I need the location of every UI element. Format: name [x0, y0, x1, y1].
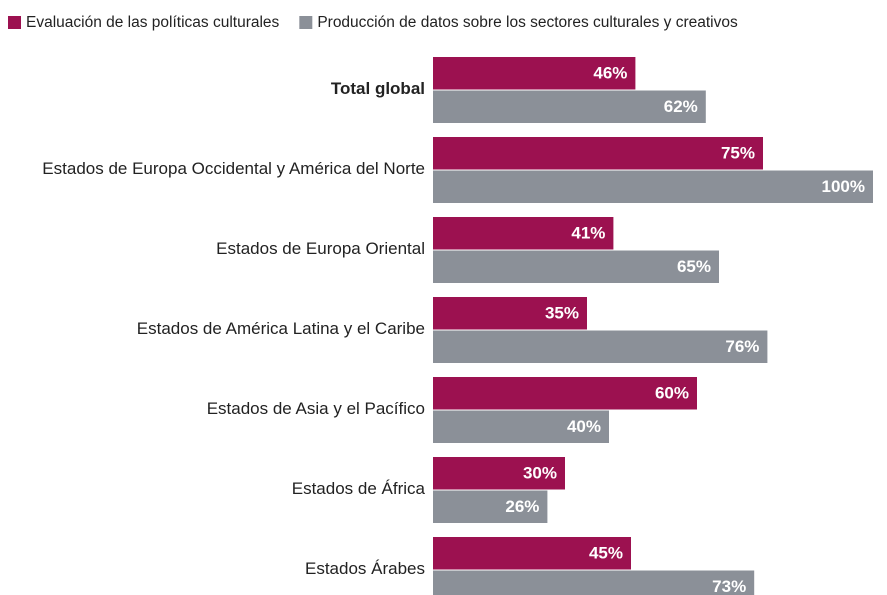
category-label: Estados de Asia y el Pacífico — [207, 399, 425, 418]
bar — [433, 57, 636, 90]
legend-swatch — [299, 16, 313, 29]
bar — [433, 170, 873, 203]
category-label: Estados Árabes — [305, 559, 425, 578]
value-label: 40% — [567, 417, 601, 436]
bar — [433, 410, 609, 443]
value-label: 35% — [545, 304, 579, 323]
value-label: 75% — [721, 144, 755, 163]
value-label: 76% — [725, 337, 759, 356]
value-label: 45% — [589, 544, 623, 563]
bar — [433, 217, 614, 250]
bar — [433, 90, 706, 123]
value-label: 46% — [593, 64, 627, 83]
value-label: 62% — [664, 97, 698, 116]
category-label: Total global — [331, 79, 425, 98]
value-label: 65% — [677, 257, 711, 276]
value-label: 100% — [822, 177, 865, 196]
legend-label: Producción de datos sobre los sectores c… — [317, 14, 738, 31]
category-label: Estados de África — [292, 479, 426, 498]
category-label: Estados de Europa Oriental — [216, 239, 425, 258]
value-label: 41% — [571, 224, 605, 243]
bar — [433, 490, 548, 523]
value-label: 26% — [505, 497, 539, 516]
category-label: Estados de Europa Occidental y América d… — [42, 159, 425, 178]
value-label: 73% — [712, 577, 746, 595]
legend-swatch — [8, 16, 21, 29]
bar — [433, 570, 755, 595]
value-label: 60% — [655, 384, 689, 403]
bar — [433, 297, 587, 330]
bar — [433, 137, 763, 170]
bar — [433, 457, 565, 490]
legend-label: Evaluación de las políticas culturales — [26, 14, 280, 31]
bar — [433, 330, 768, 363]
value-label: 30% — [523, 464, 557, 483]
bar — [433, 377, 697, 410]
bar — [433, 537, 631, 570]
bar — [433, 250, 719, 283]
category-label: Estados de América Latina y el Caribe — [137, 319, 425, 338]
